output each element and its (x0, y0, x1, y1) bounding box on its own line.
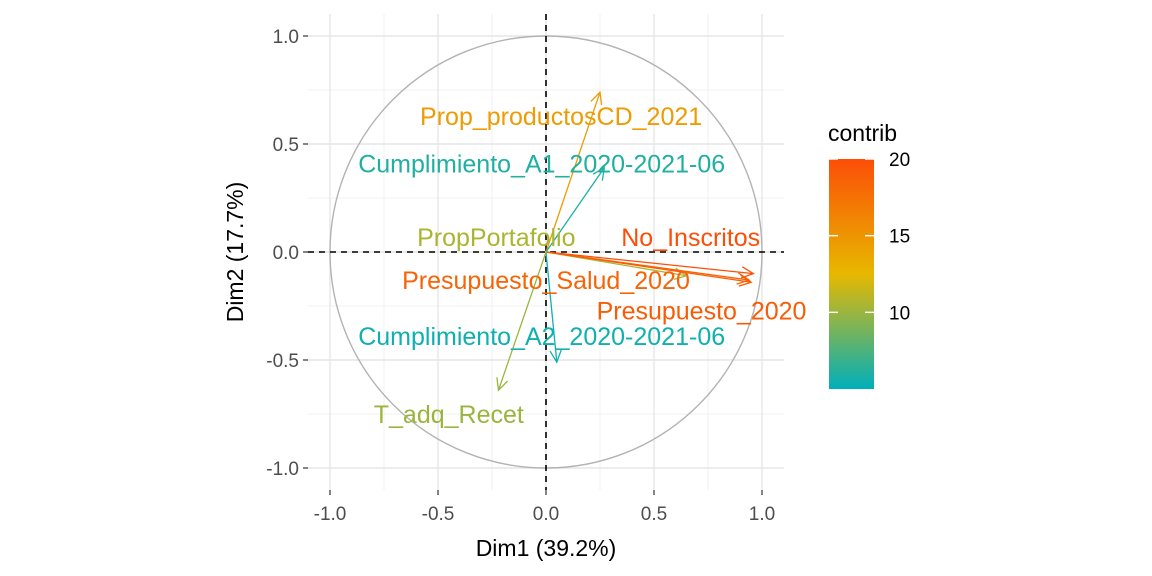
reference-lines (308, 14, 784, 490)
variable-label: Cumplimiento_A1_2020-2021-06 (358, 150, 725, 178)
y-tick-label: 1.0 (273, 27, 299, 48)
variable-arrow (497, 251, 547, 391)
variable-arrowhead (549, 349, 562, 364)
variable-arrowhead (740, 266, 755, 279)
y-tick-label: -0.5 (266, 351, 299, 372)
variable-label: No_Inscritos (621, 224, 760, 252)
variable-label: Presupuesto_2020 (597, 297, 807, 325)
variable-arrow (545, 251, 752, 283)
y-tick-label: 0.5 (273, 135, 299, 156)
legend-colorbar (829, 159, 874, 389)
x-axis-title: Dim1 (39.2%) (476, 535, 617, 561)
variable-label: Cumplimiento_A2_2020-2021-06 (358, 323, 725, 351)
variable-arrowhead (496, 377, 509, 392)
x-tick-label: 1.0 (749, 504, 775, 525)
x-tick-label: 0.5 (641, 504, 667, 525)
variable-arrow (545, 167, 605, 253)
variable-arrow (545, 91, 601, 253)
variable-label: Prop_productosCD_2021 (420, 103, 702, 131)
x-tick-label: 0.0 (533, 504, 559, 525)
variable-label: Presupuesto_Salud_2020 (402, 267, 690, 295)
variable-arrowhead (738, 274, 753, 287)
variable-arrowhead (592, 166, 606, 181)
y-tick-label: 0.0 (273, 243, 299, 264)
variable-labels: Prop_productosCD_2021 Cumplimiento_A1_202… (358, 103, 806, 429)
variable-arrow (545, 251, 754, 275)
legend-title: contrib (828, 120, 897, 146)
variable-arrow (545, 251, 558, 363)
legend-tick-label: 20 (889, 150, 910, 171)
legend-tick-label: 15 (889, 227, 910, 248)
variable-arrows (496, 90, 755, 392)
y-axis-title: Dim2 (17.7%) (222, 182, 248, 323)
y-tick-label: -1.0 (266, 459, 299, 480)
legend-tick-label: 10 (889, 303, 910, 324)
axis-ticks: -1.0 -0.5 0.0 0.5 1.0 -1.0 -0.5 0.0 0.5 1.0 (266, 27, 775, 525)
legend: contrib 10 15 20 (828, 120, 910, 389)
x-tick-label: -0.5 (422, 504, 455, 525)
variable-label: T_adq_Recet (374, 401, 524, 429)
x-tick-label: -1.0 (314, 504, 347, 525)
variable-arrowhead (590, 90, 603, 106)
variable-label: PropPortafolio (417, 224, 575, 252)
